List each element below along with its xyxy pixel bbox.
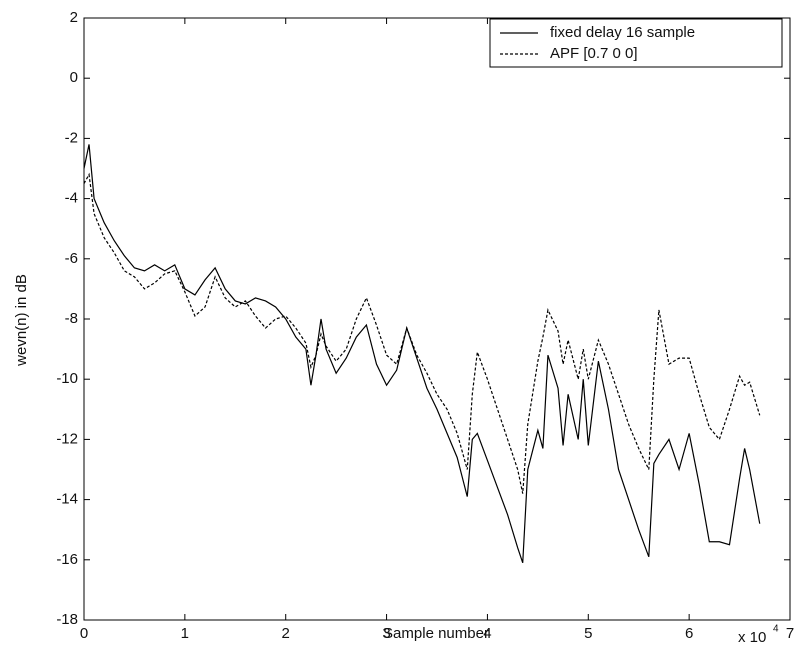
y-tick-label: 2 <box>70 9 78 26</box>
x-tick-label: 0 <box>80 625 88 642</box>
y-tick-label: -10 <box>56 370 78 387</box>
x-tick-label: 2 <box>282 625 290 642</box>
x-tick-label: 7 <box>786 625 794 642</box>
x-multiplier: x 10 <box>738 629 766 646</box>
legend-label: APF [0.7 0 0] <box>550 45 638 62</box>
x-axis-label: Sample number <box>383 625 489 642</box>
y-tick-label: -14 <box>56 491 78 508</box>
line-series <box>83 144 761 564</box>
y-tick-label: -8 <box>65 310 78 327</box>
y-tick-label: -18 <box>56 611 78 628</box>
y-tick-label: 0 <box>70 69 78 86</box>
y-tick-label: -16 <box>56 551 78 568</box>
y-tick-label: -4 <box>65 190 78 207</box>
x-tick-label: 1 <box>181 625 189 642</box>
legend-box <box>489 18 783 68</box>
y-tick-label: -12 <box>56 430 78 447</box>
x-tick-label: 6 <box>685 625 693 642</box>
x-tick-label: 4 <box>483 625 491 642</box>
x-multiplier-exponent: 4 <box>773 624 779 635</box>
x-tick-label: 3 <box>382 625 390 642</box>
x-tick-label: 5 <box>584 625 592 642</box>
legend-label: fixed delay 16 sample <box>550 24 695 41</box>
y-tick-label: -2 <box>65 129 78 146</box>
line-series <box>83 172 761 494</box>
y-axis-label: wevn(n) in dB <box>13 274 30 367</box>
y-tick-label: -6 <box>65 250 78 267</box>
plot-frame <box>83 17 791 621</box>
